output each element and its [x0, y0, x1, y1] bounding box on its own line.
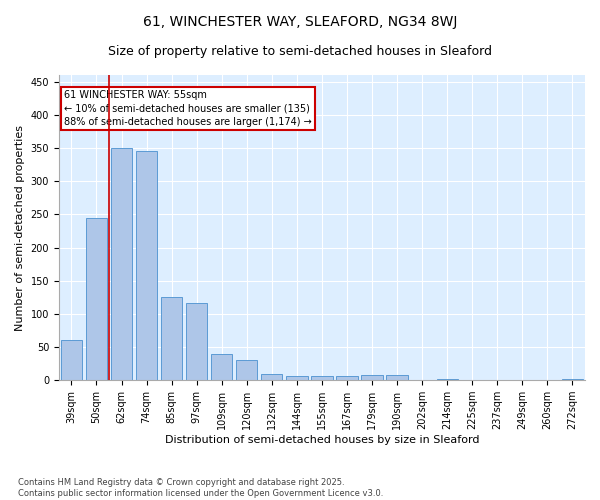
Bar	[361, 375, 383, 380]
Bar	[136, 152, 157, 380]
Bar	[437, 379, 458, 380]
Bar	[211, 354, 232, 380]
Text: Contains HM Land Registry data © Crown copyright and database right 2025.
Contai: Contains HM Land Registry data © Crown c…	[18, 478, 383, 498]
Bar	[261, 374, 283, 380]
Text: Size of property relative to semi-detached houses in Sleaford: Size of property relative to semi-detach…	[108, 45, 492, 58]
Bar	[86, 218, 107, 380]
Bar	[61, 340, 82, 380]
Bar	[386, 375, 408, 380]
X-axis label: Distribution of semi-detached houses by size in Sleaford: Distribution of semi-detached houses by …	[165, 435, 479, 445]
Y-axis label: Number of semi-detached properties: Number of semi-detached properties	[15, 124, 25, 330]
Bar	[186, 302, 208, 380]
Bar	[161, 298, 182, 380]
Text: 61 WINCHESTER WAY: 55sqm
← 10% of semi-detached houses are smaller (135)
88% of : 61 WINCHESTER WAY: 55sqm ← 10% of semi-d…	[64, 90, 312, 126]
Bar	[337, 376, 358, 380]
Bar	[236, 360, 257, 380]
Bar	[111, 148, 132, 380]
Text: 61, WINCHESTER WAY, SLEAFORD, NG34 8WJ: 61, WINCHESTER WAY, SLEAFORD, NG34 8WJ	[143, 15, 457, 29]
Bar	[562, 379, 583, 380]
Bar	[311, 376, 332, 380]
Bar	[286, 376, 308, 380]
